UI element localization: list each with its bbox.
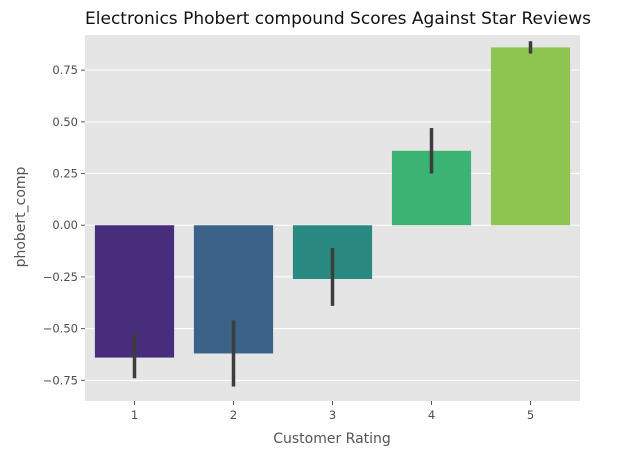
y-tick-labels: −0.75 −0.50 −0.25 0.00 0.25 0.50 0.75 — [43, 63, 85, 387]
y-tick-label: −0.25 — [43, 270, 78, 284]
x-tick-label: 2 — [230, 408, 237, 422]
error-bars — [132, 41, 533, 387]
y-axis-label: phobert_comp — [13, 166, 29, 267]
y-tick-label: −0.50 — [43, 322, 78, 336]
x-tick-label: 3 — [329, 408, 336, 422]
y-tick-label: −0.75 — [43, 373, 78, 387]
bar — [490, 47, 571, 226]
y-tick-label: 0.75 — [52, 63, 78, 77]
y-tick-label: 0.25 — [52, 167, 78, 181]
x-tick-label: 5 — [527, 408, 534, 422]
x-tick-label: 1 — [131, 408, 138, 422]
chart-title: Electronics Phobert compound Scores Agai… — [85, 9, 591, 29]
x-tick-label: 4 — [428, 408, 435, 422]
y-tick-label: 0.50 — [52, 115, 78, 129]
x-axis-label: Customer Rating — [273, 431, 391, 447]
y-tick-label: 0.00 — [52, 218, 78, 232]
x-tick-labels: 1 2 3 4 5 — [131, 401, 534, 422]
